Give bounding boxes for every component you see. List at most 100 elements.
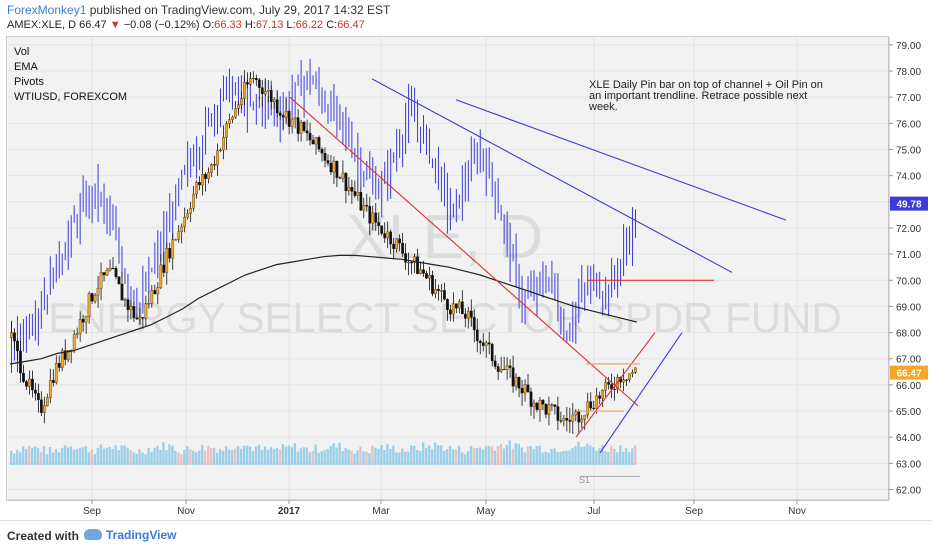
volume-bar xyxy=(613,448,616,465)
x-tick-label: Jul xyxy=(588,506,601,517)
volume-bar xyxy=(484,446,488,465)
volume-bar xyxy=(138,449,141,465)
volume-bar xyxy=(21,446,25,465)
volume-bar xyxy=(631,448,634,465)
candle-body xyxy=(386,231,390,239)
volume-bar xyxy=(108,446,111,465)
volume-bar xyxy=(571,448,574,465)
candle-body xyxy=(93,295,97,302)
candle-body xyxy=(535,402,539,410)
volume-bar xyxy=(538,445,541,465)
volume-bar xyxy=(126,447,129,465)
candle-body xyxy=(398,238,401,244)
volume-bar xyxy=(350,450,353,465)
candle-body xyxy=(374,212,378,223)
volume-bar xyxy=(610,445,613,465)
y-tick-label: 72.00 xyxy=(896,224,921,235)
volume-bar xyxy=(526,446,529,465)
volume-bar xyxy=(445,448,449,465)
volume-bar xyxy=(299,448,302,465)
candle-body xyxy=(634,367,637,373)
volume-bar xyxy=(251,451,255,465)
volume-bar xyxy=(260,449,264,465)
y-tick-label: 65.00 xyxy=(896,407,921,418)
candle-body xyxy=(365,205,369,207)
footer: Created with TradingView xyxy=(0,520,932,551)
volume-bar xyxy=(150,451,153,465)
volume-bar xyxy=(433,442,437,465)
candle-body xyxy=(484,342,488,346)
candle-body xyxy=(460,301,464,315)
candle-body xyxy=(201,174,204,186)
candle-body xyxy=(114,268,118,278)
candle-body xyxy=(314,137,318,145)
y-tick-label: 68.00 xyxy=(896,329,921,340)
volume-bar xyxy=(96,447,99,465)
volume-bar xyxy=(556,452,559,465)
indicator-ema[interactable]: EMA xyxy=(14,61,38,73)
indicator-wtiusd[interactable]: WTIUSD, FOREXCOM xyxy=(14,91,128,103)
volume-bar xyxy=(30,447,34,465)
volume-bar xyxy=(529,446,532,465)
candle-body xyxy=(293,117,297,120)
volume-bar xyxy=(332,443,335,465)
candle-body xyxy=(383,233,387,239)
tradingview-logo[interactable]: TradingView xyxy=(84,528,176,542)
volume-bar xyxy=(583,446,586,465)
candle-body xyxy=(389,231,393,245)
candle-body xyxy=(577,411,581,423)
volume-bar xyxy=(69,446,73,465)
candle-body xyxy=(281,115,285,118)
volume-bar xyxy=(448,446,452,465)
candle-body xyxy=(16,340,19,352)
candle-body xyxy=(583,414,587,420)
candle-body xyxy=(183,216,187,228)
candle-body xyxy=(419,269,422,274)
candle-body xyxy=(207,172,210,179)
candle-body xyxy=(434,289,437,294)
close-label: C: xyxy=(326,19,338,31)
volume-bar xyxy=(586,443,589,465)
indicator-pivots[interactable]: Pivots xyxy=(14,76,44,88)
volume-bar xyxy=(42,445,46,465)
indicator-vol[interactable]: Vol xyxy=(14,46,30,58)
volume-bar xyxy=(141,452,144,465)
candle-body xyxy=(263,91,267,95)
volume-bar xyxy=(604,451,607,465)
candle-body xyxy=(422,269,425,274)
volume-bar xyxy=(311,450,314,465)
volume-bar xyxy=(392,445,395,465)
candle-body xyxy=(269,90,273,103)
volume-bar xyxy=(242,445,246,465)
volume-bar xyxy=(189,449,192,465)
candle-body xyxy=(266,90,270,92)
cloud-icon xyxy=(84,529,102,540)
volume-bar xyxy=(239,448,243,465)
volume-bar xyxy=(224,446,228,465)
volume-bar xyxy=(111,448,114,465)
author-link[interactable]: ForexMonkey1 xyxy=(7,3,87,17)
volume-bar xyxy=(380,444,383,465)
price-chart[interactable]: XLE, D ENERGY SELECT SECTOR SPDR FUND 62… xyxy=(0,0,932,520)
candle-body xyxy=(117,276,121,285)
last-price: 66.47 xyxy=(79,19,107,31)
candle-body xyxy=(499,368,503,372)
chart-header: ForexMonkey1 published on TradingView.co… xyxy=(0,0,932,36)
chart-area[interactable] xyxy=(6,36,889,501)
volume-bar xyxy=(290,447,294,465)
candle-body xyxy=(153,290,157,295)
candle-body xyxy=(458,301,461,309)
volume-bar xyxy=(24,448,28,465)
candle-body xyxy=(437,289,440,291)
candle-body xyxy=(198,182,201,186)
volume-bar xyxy=(416,450,419,465)
xle-candles xyxy=(10,70,637,434)
candle-body xyxy=(392,243,396,249)
volume-bar xyxy=(293,443,297,465)
volume-bar xyxy=(275,448,279,465)
candle-body xyxy=(72,334,76,351)
blue-channel-lower xyxy=(599,332,683,454)
candle-body xyxy=(40,399,43,413)
candle-body xyxy=(195,182,198,195)
candle-body xyxy=(341,172,345,179)
